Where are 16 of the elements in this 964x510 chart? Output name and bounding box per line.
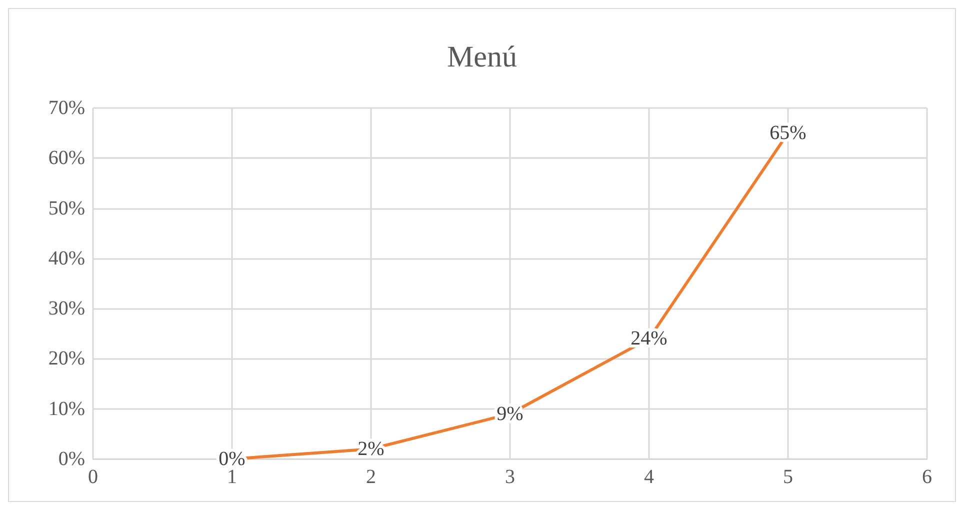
y-tick-label: 30% — [48, 298, 85, 320]
y-tick-label: 40% — [48, 247, 85, 270]
data-label: 65% — [770, 122, 806, 144]
x-tick-label: 3 — [505, 466, 515, 488]
y-tick-label: 70% — [48, 97, 85, 119]
y-tick-label: 0% — [58, 448, 85, 470]
x-tick-label: 5 — [783, 466, 793, 488]
chart-title: Menú — [447, 40, 517, 74]
x-tick-label: 0 — [88, 466, 98, 488]
x-tick-label: 4 — [644, 466, 654, 488]
x-tick-label: 2 — [366, 466, 376, 488]
y-tick-label: 50% — [48, 197, 85, 220]
y-tick-label: 10% — [48, 398, 85, 420]
y-tick-label: 20% — [48, 348, 85, 370]
y-tick-label: 60% — [48, 147, 85, 170]
x-tick-label: 6 — [922, 466, 932, 488]
